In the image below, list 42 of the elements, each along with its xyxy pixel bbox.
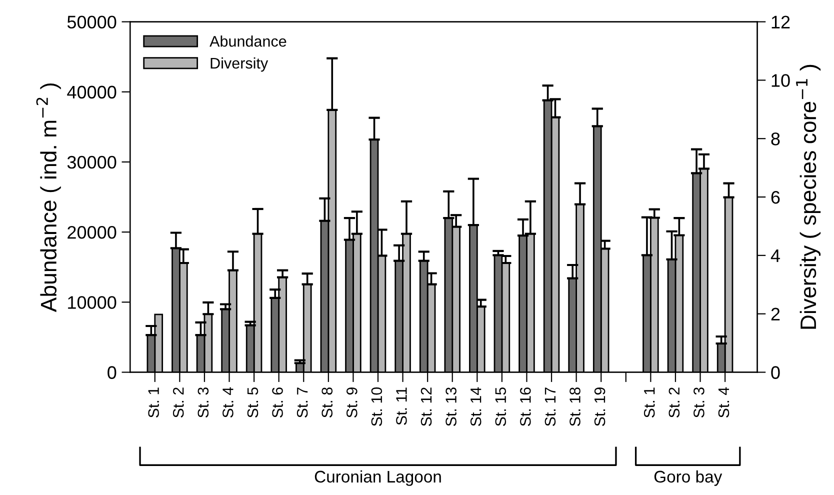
- y2-tick-label: 6: [771, 190, 780, 204]
- x-tick-label: St. 14: [470, 387, 482, 426]
- x-tick-label: St. 5: [247, 387, 258, 418]
- y2-tick-label: 10: [772, 74, 790, 87]
- x-tick-label: St. 11: [396, 388, 407, 425]
- text: Curonian Lagoon: [314, 470, 441, 486]
- x-tick-label: St. 4: [718, 387, 730, 418]
- x-tick-label: St. 6: [272, 387, 283, 418]
- legend-label: Abundance: [210, 36, 286, 47]
- y2-tick-label: 2: [771, 308, 780, 320]
- y2-tick-label: 0: [771, 366, 780, 379]
- x-tick-label: St. 13: [446, 387, 456, 426]
- x-tick-label: St. 15: [495, 387, 506, 426]
- x-tick-label: St. 12: [420, 388, 432, 426]
- y-axis-title: Abundance ( ind. m$^{−2}$ ): [36, 83, 61, 312]
- y-tick-label: 30000: [67, 156, 116, 169]
- y2-axis-title: Diversity ( species core$^{−1}$ ): [796, 64, 821, 329]
- x-tick-label: St. 2: [668, 388, 680, 418]
- x-tick-label: St. 2: [172, 388, 184, 418]
- y-tick-label: 40000: [67, 86, 116, 99]
- x-tick-label: St. 10: [371, 387, 382, 426]
- x-tick-label: St. 8: [322, 387, 333, 418]
- x-tick-label: St. 18: [570, 387, 580, 426]
- y-tick-label: 10000: [68, 296, 116, 309]
- y-tick-label: 0: [108, 366, 116, 379]
- x-tick-label: St. 3: [694, 387, 704, 418]
- x-tick-label: St. 3: [198, 387, 209, 418]
- x-tick-label: St. 7: [296, 388, 308, 418]
- text: Goro bay: [654, 470, 722, 486]
- y2-tick-label: 4: [770, 250, 780, 262]
- x-tick-label: St. 9: [346, 388, 358, 418]
- x-tick-label: St. 1: [148, 388, 159, 418]
- x-tick-label: St. 4: [222, 387, 234, 418]
- y2-tick-label: 8: [771, 132, 780, 146]
- legend-label: Diversity: [210, 57, 268, 72]
- x-tick-label: St. 1: [644, 388, 655, 418]
- x-tick-label: St. 16: [520, 387, 531, 426]
- x-tick-label: St. 17: [544, 388, 556, 426]
- x-tick-label: St. 19: [594, 388, 606, 426]
- y2-tick-label: 12: [772, 16, 790, 28]
- y-tick-label: 20000: [68, 226, 116, 239]
- y-tick-label: 50000: [67, 16, 116, 28]
